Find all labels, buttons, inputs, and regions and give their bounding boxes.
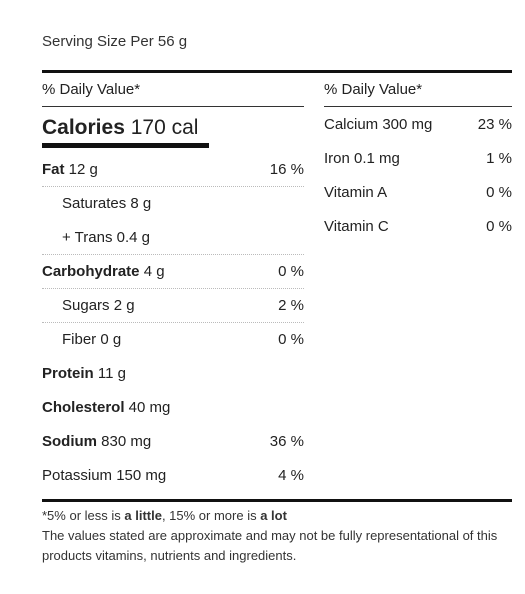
vitamin-percent: 0 %	[486, 183, 512, 201]
vitamin-label: Vitamin C	[324, 217, 389, 235]
nutrient-amount: 40 mg	[124, 398, 171, 416]
nutrient-percent: 2 %	[278, 297, 304, 314]
vitamin-percent: 23 %	[477, 115, 512, 133]
nutrient-name: Protein	[42, 364, 94, 382]
vitamin-row-iron: Iron 0.1 mg 1 %	[324, 141, 512, 175]
nutrient-percent: 0 %	[278, 331, 304, 348]
nutrient-label: + Trans 0.4 g	[62, 228, 150, 246]
vitamin-label: Calcium 300 mg	[324, 115, 433, 133]
calories-underline	[42, 143, 209, 148]
nutrient-amount: 12 g	[64, 160, 98, 178]
vitamin-percent: 1 %	[486, 149, 512, 167]
nutrient-row-fat: Fat 12 g 16 %	[42, 152, 304, 186]
daily-value-footnote: *5% or less is a little, 15% or more is …	[42, 508, 287, 523]
nutrient-amount: 4 g	[139, 263, 165, 280]
nutrient-label: Saturates 8 g	[62, 195, 152, 212]
nutrient-row-sugars: Sugars 2 g 2 %	[42, 288, 304, 322]
daily-value-header: % Daily Value*	[42, 73, 304, 107]
bottom-divider	[42, 499, 512, 502]
vitamin-label: Vitamin A	[324, 183, 388, 201]
nutrient-amount: 830 mg	[97, 432, 152, 450]
calories-row: Calories 170 cal	[42, 107, 304, 148]
top-divider	[42, 70, 512, 73]
nutrient-label: Sugars 2 g	[62, 297, 135, 314]
nutrient-percent: 4 %	[278, 466, 304, 484]
nutrient-row-trans: + Trans 0.4 g	[42, 220, 304, 254]
vitamin-row-vitamin-c: Vitamin C 0 %	[324, 209, 512, 243]
nutrient-percent: 16 %	[269, 160, 304, 178]
nutrient-percent: 0 %	[278, 263, 304, 280]
nutrient-name: Cholesterol	[42, 398, 125, 416]
nutrients-column: % Daily Value* Calories 170 cal Fat 12 g…	[42, 73, 304, 492]
vitamin-row-calcium: Calcium 300 mg 23 %	[324, 107, 512, 141]
disclaimer-text: The values stated are approximate and ma…	[42, 528, 498, 563]
nutrient-row-sodium: Sodium 830 mg 36 %	[42, 424, 304, 458]
daily-value-header: % Daily Value*	[324, 73, 512, 107]
nutrient-row-potassium: Potassium 150 mg 4 %	[42, 458, 304, 492]
vitamins-column: % Daily Value* Calcium 300 mg 23 % Iron …	[324, 73, 512, 243]
nutrient-name: Fat	[42, 160, 65, 178]
nutrient-label: Fiber 0 g	[62, 331, 122, 348]
nutrient-name: Sodium	[42, 432, 97, 450]
nutrient-row-saturates: Saturates 8 g	[42, 186, 304, 220]
vitamin-label: Iron 0.1 mg	[324, 149, 400, 167]
nutrient-row-carbohydrate: Carbohydrate 4 g 0 %	[42, 254, 304, 288]
serving-size: Serving Size Per 56 g	[42, 33, 188, 50]
vitamin-percent: 0 %	[486, 217, 512, 235]
nutrient-amount: 11 g	[93, 364, 126, 382]
nutrient-row-fiber: Fiber 0 g 0 %	[42, 322, 304, 356]
nutrient-percent: 36 %	[269, 432, 304, 450]
nutrient-name: Carbohydrate	[42, 263, 140, 280]
nutrient-label: Potassium 150 mg	[42, 466, 167, 484]
vitamin-row-vitamin-a: Vitamin A 0 %	[324, 175, 512, 209]
calories-label: Calories	[42, 116, 125, 139]
nutrient-row-protein: Protein 11 g	[42, 356, 304, 390]
nutrient-row-cholesterol: Cholesterol 40 mg	[42, 390, 304, 424]
calories-value: 170 cal	[130, 116, 199, 139]
